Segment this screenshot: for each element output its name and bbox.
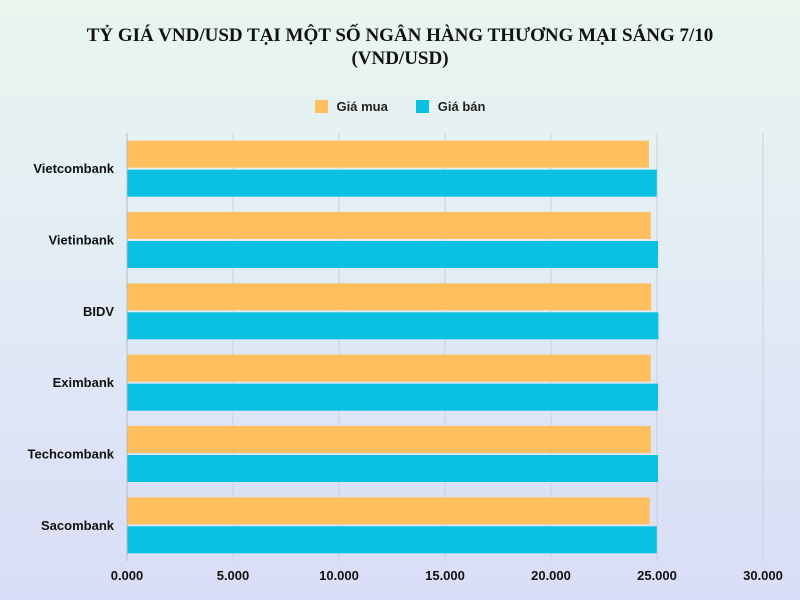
- bar-gia-ban: [127, 169, 657, 197]
- chart-legend: Giá mua Giá bán: [0, 99, 800, 114]
- bar-gia-mua: [127, 140, 649, 168]
- bar-gia-mua: [127, 497, 650, 525]
- bar-gia-mua: [127, 354, 651, 382]
- x-tick-label: 10.000: [319, 568, 359, 583]
- legend-label-gia-mua: Giá mua: [336, 99, 388, 114]
- bar-gia-ban: [127, 455, 659, 482]
- legend-label-gia-ban: Giá bán: [437, 99, 486, 114]
- y-category-label: Vietcombank: [33, 161, 114, 176]
- legend-swatch-gia-ban: [415, 100, 429, 113]
- y-category-label: Vietinbank: [48, 233, 114, 248]
- chart-title: TỶ GIÁ VND/USD TẠI MỘT SỐ NGÂN HÀNG THƯƠ…: [86, 25, 714, 46]
- y-category-label: Sacombank: [41, 518, 115, 533]
- bar-gia-ban: [127, 383, 659, 411]
- bar-gia-mua: [127, 212, 651, 239]
- legend-item-gia-ban: Giá bán: [415, 99, 486, 114]
- x-tick-label: 0.000: [111, 568, 144, 583]
- x-tick-label: 25.000: [637, 568, 677, 583]
- y-category-label: Eximbank: [53, 375, 115, 390]
- x-tick-label: 30.000: [743, 568, 783, 583]
- bar-gia-mua: [127, 283, 652, 311]
- y-category-label: BIDV: [83, 304, 114, 319]
- chart-subtitle: (VND/USD): [351, 48, 449, 69]
- bar-gia-ban: [127, 312, 659, 340]
- chart-title-block: TỶ GIÁ VND/USD TẠI MỘT SỐ NGÂN HÀNG THƯƠ…: [0, 24, 800, 70]
- legend-swatch-gia-mua: [314, 100, 328, 113]
- bar-gia-ban: [127, 526, 657, 554]
- x-tick-label: 15.000: [425, 568, 465, 583]
- y-category-label: Techcombank: [28, 447, 115, 462]
- x-tick-label: 5.000: [217, 568, 250, 583]
- bar-gia-mua: [127, 426, 651, 453]
- bar-gia-ban: [127, 241, 659, 268]
- x-tick-label: 20.000: [531, 568, 571, 583]
- legend-item-gia-mua: Giá mua: [314, 99, 388, 114]
